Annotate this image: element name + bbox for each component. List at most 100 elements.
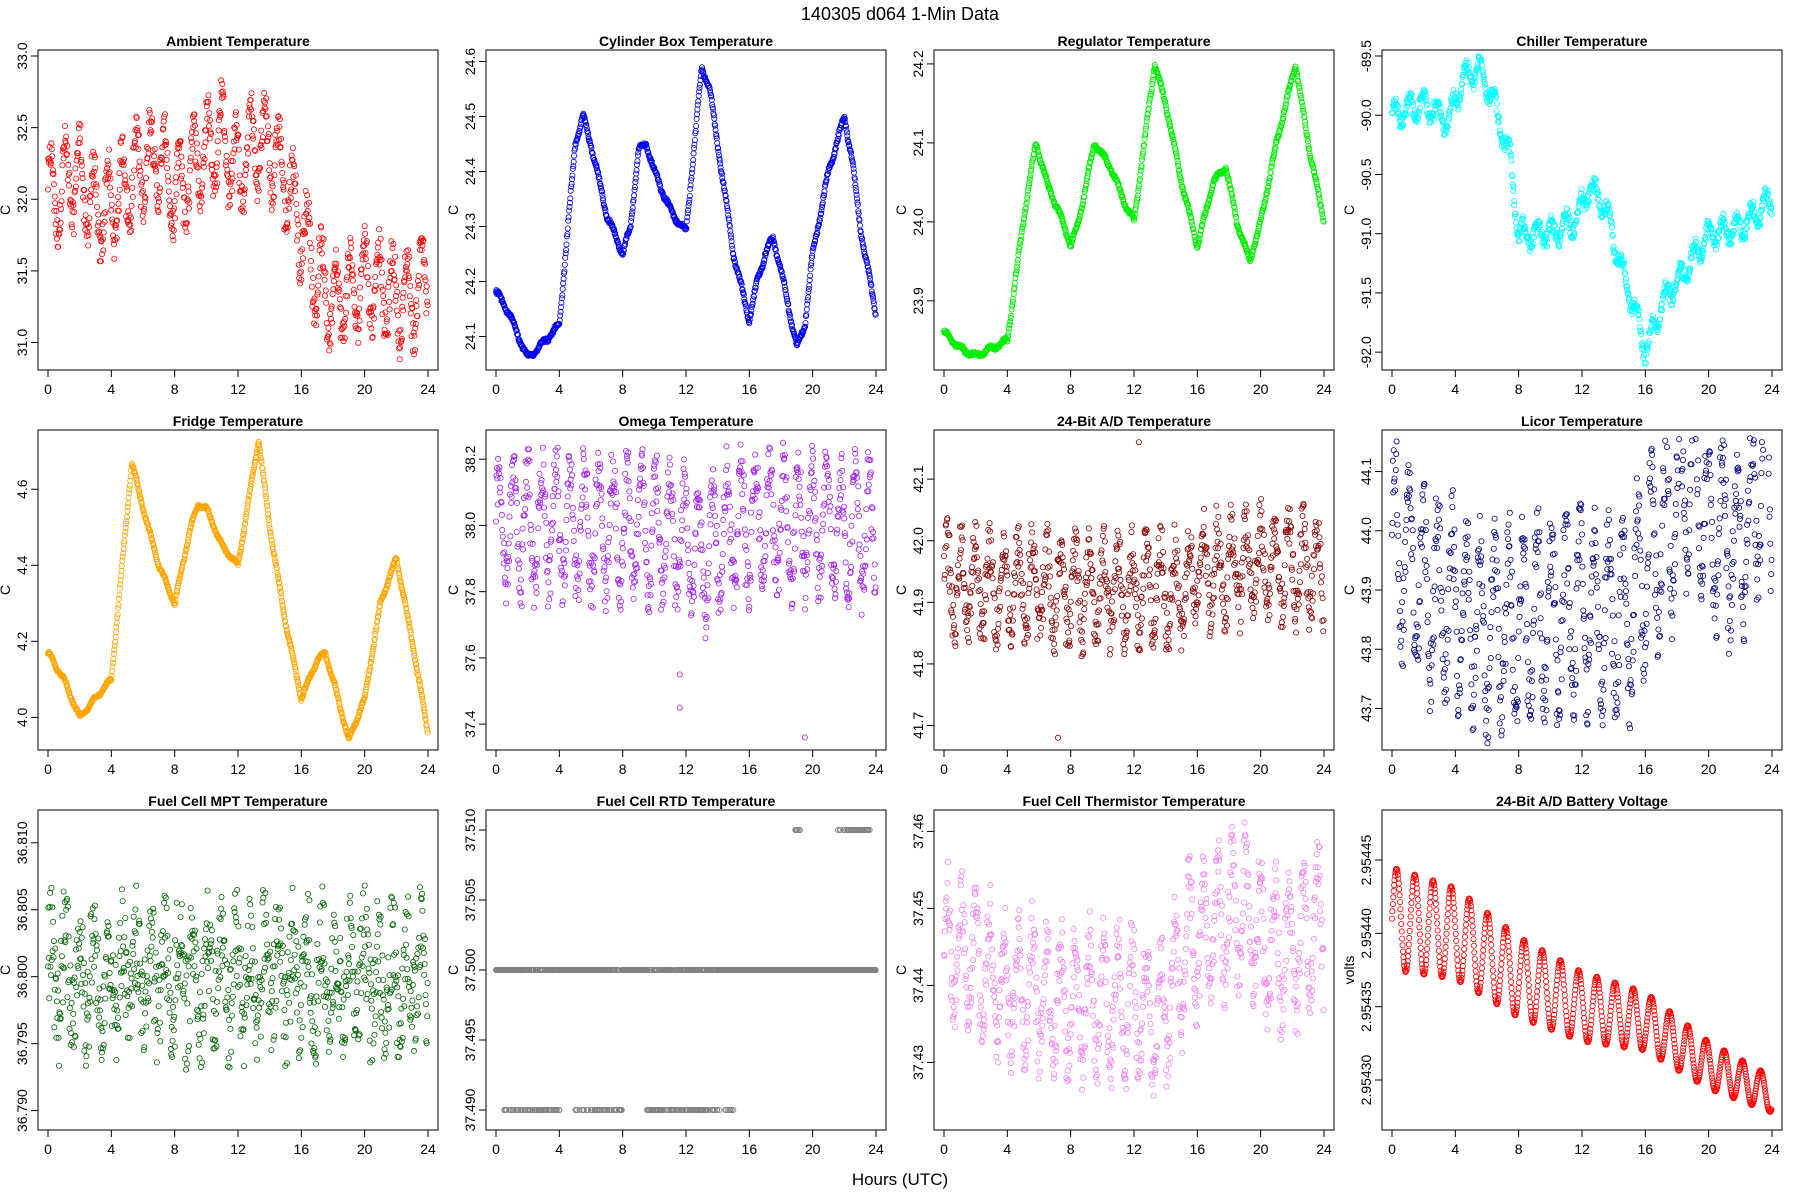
data-point — [601, 598, 608, 605]
data-point — [294, 232, 301, 239]
data-point — [66, 182, 73, 189]
data-point — [570, 538, 577, 545]
data-point — [375, 239, 382, 246]
data-point — [173, 150, 180, 157]
data-point — [177, 137, 184, 144]
data-point — [386, 306, 393, 313]
data-point — [392, 253, 399, 260]
data-point — [107, 184, 114, 191]
data-point — [77, 135, 84, 142]
data-point — [172, 179, 179, 186]
data-point — [400, 307, 407, 314]
data-point — [245, 150, 252, 157]
data-point — [165, 188, 172, 195]
y-axis-label: C — [445, 585, 461, 595]
data-point — [78, 156, 85, 163]
data-point — [385, 283, 392, 290]
x-tick-label: 8 — [171, 761, 179, 777]
data-point — [131, 138, 138, 145]
data-point — [199, 181, 206, 188]
data-point — [553, 453, 560, 460]
data-point — [585, 527, 592, 534]
data-point — [332, 246, 339, 253]
data-point — [229, 175, 236, 182]
data-point — [610, 458, 617, 465]
panel-title: Fridge Temperature — [173, 413, 304, 429]
data-point — [296, 269, 303, 276]
data-point — [190, 124, 197, 131]
y-axis-label: C — [1341, 205, 1357, 215]
data-point — [1631, 296, 1638, 303]
data-point — [205, 123, 212, 130]
data-point — [194, 150, 201, 157]
x-tick-label: 4 — [1003, 381, 1011, 397]
series-points — [1389, 53, 1775, 367]
x-tick-label: 16 — [294, 381, 310, 397]
data-point — [307, 266, 314, 273]
x-tick-label: 12 — [678, 761, 694, 777]
data-point — [528, 526, 535, 533]
data-point — [250, 126, 257, 133]
data-point — [152, 162, 159, 169]
data-point — [634, 158, 641, 165]
data-point — [315, 273, 322, 280]
data-point — [50, 167, 57, 174]
x-tick-label: 20 — [1701, 381, 1717, 397]
data-point — [56, 226, 63, 233]
data-point — [501, 549, 508, 556]
data-point — [142, 198, 149, 205]
data-point — [139, 179, 146, 186]
data-point — [169, 226, 176, 233]
data-point — [76, 139, 83, 146]
data-point — [186, 199, 193, 206]
data-point — [407, 310, 414, 317]
data-point — [1014, 257, 1021, 264]
data-point — [66, 169, 73, 176]
data-point — [99, 236, 106, 243]
x-tick-label: 8 — [171, 381, 179, 397]
data-point — [57, 226, 64, 233]
data-point — [50, 181, 57, 188]
data-point — [213, 160, 220, 167]
data-point — [74, 152, 81, 159]
data-point — [603, 574, 610, 581]
data-point — [107, 175, 114, 182]
data-point — [153, 192, 160, 199]
data-point — [519, 541, 526, 548]
data-point — [171, 198, 178, 205]
data-point — [140, 207, 147, 214]
data-point — [171, 205, 178, 212]
data-point — [122, 181, 129, 188]
data-point — [135, 131, 142, 138]
data-point — [176, 145, 183, 152]
data-point — [406, 293, 413, 300]
data-point — [541, 504, 548, 511]
data-point — [310, 274, 317, 281]
data-point — [178, 153, 185, 160]
data-point — [70, 202, 77, 209]
y-axis-label: C — [0, 205, 13, 215]
data-point — [119, 133, 126, 140]
data-point — [215, 117, 222, 124]
data-point — [110, 656, 117, 663]
data-point — [531, 568, 538, 575]
data-point — [365, 281, 372, 288]
data-point — [592, 476, 599, 483]
data-point — [587, 586, 594, 593]
data-point — [393, 282, 400, 289]
data-point — [499, 526, 506, 533]
data-point — [212, 187, 219, 194]
data-point — [550, 519, 557, 526]
data-point — [242, 166, 249, 173]
data-point — [118, 567, 125, 574]
data-point — [59, 162, 66, 169]
data-point — [689, 166, 696, 173]
data-point — [106, 169, 113, 176]
data-point — [93, 183, 100, 190]
data-point — [240, 198, 247, 205]
data-point — [179, 163, 186, 170]
data-point — [194, 164, 201, 171]
